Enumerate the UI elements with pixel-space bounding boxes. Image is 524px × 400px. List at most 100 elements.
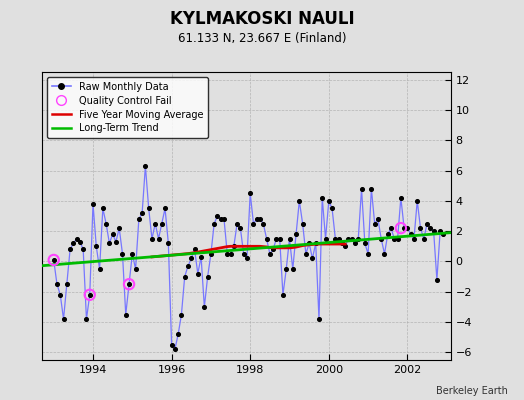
Point [164, 240, 172, 246]
Point [122, 311, 130, 318]
Point [62, 281, 71, 288]
Point [148, 236, 156, 242]
Point [50, 257, 58, 263]
Legend: Raw Monthly Data, Quality Control Fail, Five Year Moving Average, Long-Term Tren: Raw Monthly Data, Quality Control Fail, … [47, 77, 208, 138]
Point [132, 266, 140, 272]
Point [416, 225, 424, 231]
Point [298, 220, 307, 227]
Point [53, 281, 61, 288]
Point [203, 274, 212, 280]
Point [223, 251, 232, 257]
Point [118, 251, 127, 257]
Point [279, 292, 287, 298]
Text: 61.133 N, 23.667 E (Finland): 61.133 N, 23.667 E (Finland) [178, 32, 346, 45]
Point [357, 186, 366, 192]
Point [128, 251, 137, 257]
Point [354, 236, 363, 242]
Point [187, 255, 195, 262]
Point [328, 205, 336, 212]
Point [89, 201, 97, 207]
Point [266, 251, 274, 257]
Point [308, 255, 316, 262]
Point [200, 304, 209, 310]
Point [197, 254, 205, 260]
Point [125, 281, 133, 288]
Point [141, 163, 149, 169]
Point [337, 240, 346, 246]
Point [253, 216, 261, 222]
Point [92, 243, 101, 250]
Point [194, 270, 202, 277]
Point [384, 231, 392, 237]
Point [364, 251, 373, 257]
Point [85, 292, 94, 298]
Point [210, 220, 219, 227]
Point [230, 243, 238, 250]
Point [410, 236, 418, 242]
Point [423, 220, 431, 227]
Point [243, 255, 251, 262]
Point [344, 236, 353, 242]
Point [397, 225, 405, 231]
Point [334, 236, 343, 242]
Point [85, 292, 94, 298]
Point [315, 316, 323, 322]
Point [272, 236, 281, 242]
Point [177, 311, 185, 318]
Point [295, 198, 303, 204]
Point [99, 205, 107, 212]
Point [331, 236, 340, 242]
Point [190, 246, 199, 252]
Point [216, 216, 225, 222]
Point [246, 190, 255, 196]
Point [312, 240, 320, 246]
Point [213, 213, 222, 219]
Point [256, 216, 264, 222]
Point [105, 240, 114, 246]
Point [286, 236, 294, 242]
Point [233, 220, 242, 227]
Point [420, 236, 428, 242]
Point [174, 331, 182, 338]
Point [394, 236, 402, 242]
Point [263, 236, 271, 242]
Point [374, 216, 382, 222]
Point [158, 220, 166, 227]
Point [76, 238, 84, 245]
Point [79, 246, 88, 252]
Point [56, 292, 64, 298]
Point [171, 346, 179, 352]
Point [397, 195, 405, 201]
Point [184, 263, 192, 269]
Point [341, 243, 350, 250]
Point [220, 216, 228, 222]
Text: KYLMAKOSKI NAULI: KYLMAKOSKI NAULI [170, 10, 354, 28]
Point [269, 246, 277, 252]
Point [249, 220, 258, 227]
Point [387, 225, 395, 231]
Point [66, 246, 74, 252]
Point [138, 210, 146, 216]
Point [276, 236, 284, 242]
Point [361, 240, 369, 246]
Point [168, 342, 176, 348]
Point [108, 231, 117, 237]
Point [426, 225, 434, 231]
Text: Berkeley Earth: Berkeley Earth [436, 386, 508, 396]
Point [151, 220, 159, 227]
Point [145, 205, 153, 212]
Point [161, 205, 169, 212]
Point [347, 236, 356, 242]
Point [226, 251, 235, 257]
Point [82, 316, 91, 322]
Point [125, 281, 133, 288]
Point [292, 231, 300, 237]
Point [115, 225, 124, 231]
Point [305, 240, 313, 246]
Point [318, 195, 326, 201]
Point [72, 236, 81, 242]
Point [370, 220, 379, 227]
Point [407, 231, 415, 237]
Point [436, 228, 444, 234]
Point [102, 220, 110, 227]
